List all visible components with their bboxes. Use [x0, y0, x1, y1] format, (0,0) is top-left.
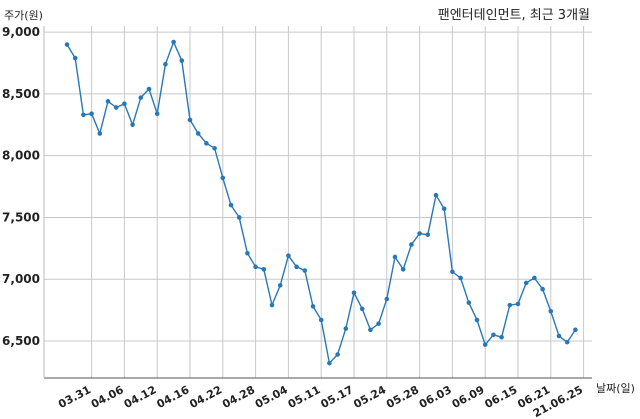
x-tick-label: 06.09: [450, 383, 487, 411]
data-point: [72, 55, 78, 61]
data-point: [154, 111, 160, 116]
x-tick-labels: 03.3104.0604.1204.1604.2204.2805.0405.11…: [56, 383, 585, 419]
data-point: [441, 206, 447, 212]
y-tick-label: 6,500: [2, 334, 40, 348]
data-point: [507, 302, 513, 308]
data-point: [318, 317, 324, 323]
data-point: [286, 253, 291, 259]
data-point: [105, 99, 111, 104]
data-point: [253, 264, 258, 270]
y-tick-label: 8,000: [2, 149, 40, 163]
data-point: [195, 131, 201, 136]
data-point: [130, 122, 135, 128]
data-point: [122, 101, 127, 107]
x-tick-label: 06.03: [417, 383, 454, 411]
y-tick-label: 8,500: [2, 87, 40, 101]
x-axis-label: 날짜(일): [596, 381, 635, 395]
x-tick-label: 04.06: [89, 383, 126, 411]
data-point: [171, 39, 176, 45]
data-point: [335, 352, 340, 357]
y-tick-label: 7,500: [2, 210, 40, 224]
data-point: [81, 112, 86, 118]
data-points: [64, 39, 578, 366]
data-point: [417, 231, 422, 236]
data-point: [146, 86, 152, 92]
y-tick-labels: 6,500 7,000 7,500 8,000 8,500 9,000: [2, 25, 40, 348]
x-tick-label: 05.11: [286, 383, 323, 411]
data-point: [532, 275, 537, 281]
x-tick-label: 04.28: [220, 383, 257, 411]
x-tick-label: 04.22: [187, 383, 224, 411]
data-point: [392, 254, 398, 260]
data-point: [359, 306, 365, 312]
data-point: [187, 117, 193, 123]
data-point: [228, 202, 234, 208]
data-point: [204, 141, 209, 146]
data-point: [310, 304, 316, 309]
data-point: [458, 275, 463, 281]
y-tick-label: 7,000: [2, 272, 40, 286]
data-point: [212, 145, 217, 151]
data-point: [409, 242, 414, 247]
x-tick-label: 05.24: [351, 383, 388, 411]
data-point: [97, 131, 103, 136]
data-point: [294, 264, 299, 270]
axes: [43, 26, 592, 379]
y-tick-label: 9,000: [2, 25, 40, 39]
data-point: [548, 309, 554, 314]
data-point: [179, 58, 185, 63]
x-tick-label: 03.31: [56, 383, 93, 411]
data-point: [556, 333, 562, 339]
data-point: [138, 95, 144, 100]
data-point: [450, 269, 455, 275]
data-point: [482, 342, 488, 347]
data-point: [368, 327, 373, 333]
x-tick-label: 05.28: [384, 383, 421, 411]
data-point: [564, 339, 570, 345]
data-point: [113, 105, 119, 110]
data-point: [400, 267, 406, 272]
data-point: [236, 215, 242, 220]
data-point: [499, 334, 504, 340]
data-point: [523, 280, 529, 286]
data-point: [376, 321, 381, 326]
data-point: [540, 286, 545, 292]
data-point: [261, 267, 267, 272]
data-point: [573, 327, 578, 333]
x-tick-label: 05.04: [253, 383, 290, 411]
data-point: [466, 300, 472, 305]
data-point: [64, 42, 70, 47]
chart-title: 팬엔터테인먼트, 최근 3개월: [438, 8, 590, 23]
x-tick-label: 04.16: [155, 383, 192, 411]
data-point: [425, 232, 431, 238]
x-tick-label: 04.12: [122, 383, 159, 411]
grid-lines: [44, 26, 592, 378]
data-point: [343, 326, 349, 331]
data-point: [302, 268, 308, 273]
data-point: [245, 250, 250, 256]
data-point: [327, 360, 332, 366]
data-point: [433, 192, 439, 198]
data-point: [220, 175, 226, 181]
data-point: [474, 317, 480, 323]
data-point: [384, 296, 390, 302]
data-point: [89, 111, 94, 116]
data-point: [515, 301, 521, 307]
data-point: [351, 290, 357, 296]
x-tick-label: 05.17: [319, 383, 356, 411]
y-axis-label: 주가(원): [4, 9, 43, 22]
x-tick-label: 06.15: [483, 383, 520, 411]
data-point: [491, 332, 496, 338]
data-point: [163, 61, 168, 67]
data-point: [277, 283, 283, 288]
data-point: [269, 302, 275, 308]
